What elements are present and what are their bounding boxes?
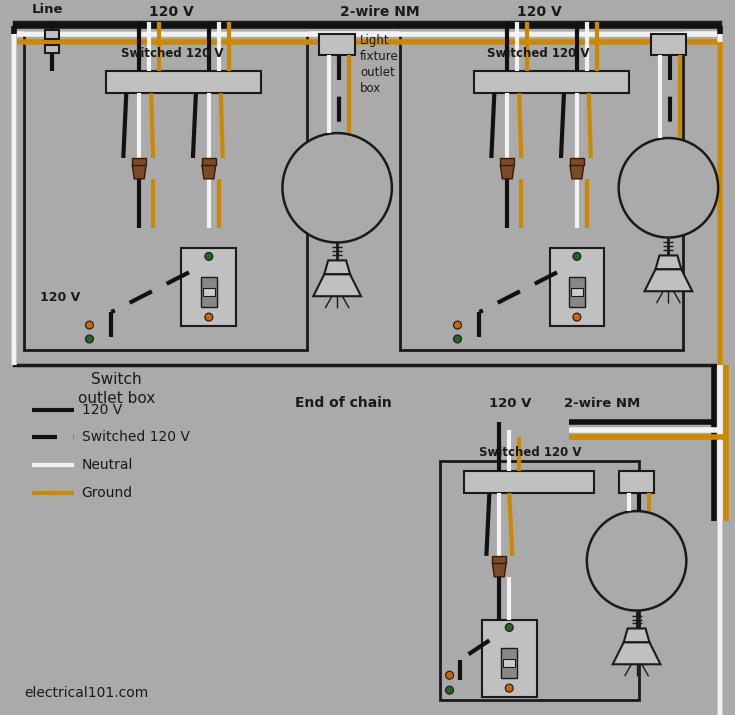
Bar <box>107 72 261 93</box>
Circle shape <box>573 313 581 321</box>
Polygon shape <box>324 260 350 275</box>
Text: 2-wire NM: 2-wire NM <box>564 397 640 410</box>
Text: 2-wire NM: 2-wire NM <box>340 5 420 19</box>
Text: Switch
outlet box: Switch outlet box <box>78 372 155 406</box>
Text: 120 V: 120 V <box>40 291 80 304</box>
Text: Switched 120 V: Switched 120 V <box>82 430 190 445</box>
Text: Switched 120 V: Switched 120 V <box>121 47 223 61</box>
Bar <box>203 287 215 296</box>
Bar <box>201 277 217 307</box>
Circle shape <box>453 335 462 343</box>
Bar <box>492 556 506 563</box>
Text: 120 V: 120 V <box>517 5 562 19</box>
Bar <box>501 158 514 165</box>
Bar <box>503 659 515 667</box>
Polygon shape <box>613 642 661 664</box>
Text: Neutral: Neutral <box>82 458 133 473</box>
Text: 120 V: 120 V <box>149 5 194 19</box>
Polygon shape <box>492 563 506 577</box>
Circle shape <box>445 671 453 679</box>
Circle shape <box>573 252 581 260</box>
Bar <box>24 31 307 350</box>
Circle shape <box>505 684 513 692</box>
Bar <box>619 471 654 493</box>
Bar <box>474 72 628 93</box>
Text: Ground: Ground <box>82 486 132 500</box>
Bar <box>570 158 584 165</box>
Bar <box>45 44 59 54</box>
Bar <box>650 34 686 56</box>
Circle shape <box>85 321 93 329</box>
Bar <box>569 277 585 307</box>
Circle shape <box>205 252 213 260</box>
Circle shape <box>85 335 93 343</box>
Text: Switched 120 V: Switched 120 V <box>487 47 590 61</box>
Text: 120 V: 120 V <box>82 403 122 417</box>
Polygon shape <box>656 255 681 270</box>
Circle shape <box>282 133 392 242</box>
Bar <box>202 158 216 165</box>
Circle shape <box>205 313 213 321</box>
Polygon shape <box>623 628 650 642</box>
Bar <box>501 649 517 679</box>
Text: End of chain: End of chain <box>295 395 392 410</box>
Text: Light
fixture
outlet
box: Light fixture outlet box <box>360 34 399 94</box>
Polygon shape <box>645 270 692 291</box>
Bar <box>182 249 236 326</box>
Text: electrical101.com: electrical101.com <box>24 686 148 700</box>
Text: Switched 120 V: Switched 120 V <box>479 446 582 459</box>
Polygon shape <box>132 165 146 179</box>
Polygon shape <box>313 275 361 296</box>
Polygon shape <box>570 165 584 179</box>
Bar <box>550 249 604 326</box>
Bar <box>465 471 594 493</box>
Polygon shape <box>202 165 216 179</box>
Bar <box>571 287 583 296</box>
Bar <box>319 34 355 56</box>
Bar <box>45 29 59 39</box>
Bar <box>132 158 146 165</box>
Bar <box>440 461 639 700</box>
Bar <box>400 31 684 350</box>
Circle shape <box>445 686 453 694</box>
Circle shape <box>587 511 686 611</box>
Circle shape <box>619 138 718 237</box>
Circle shape <box>505 623 513 631</box>
Bar <box>482 619 537 697</box>
Bar <box>14 21 720 365</box>
Circle shape <box>453 321 462 329</box>
Polygon shape <box>501 165 514 179</box>
Text: Line: Line <box>32 3 63 16</box>
Text: 120 V: 120 V <box>490 397 531 410</box>
